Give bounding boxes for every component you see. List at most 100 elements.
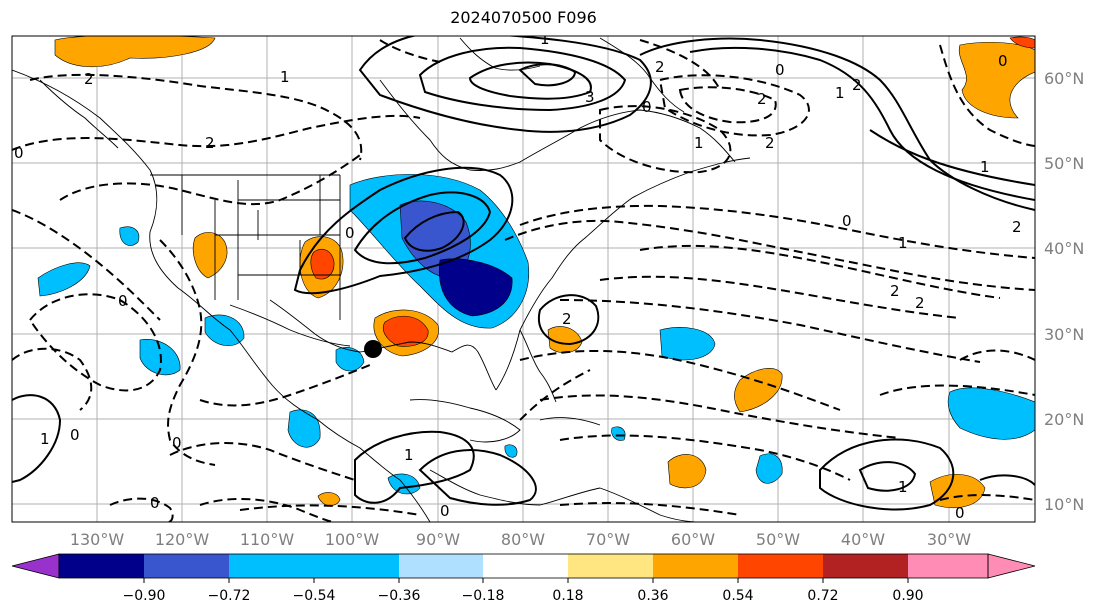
contour-dashed (199, 364, 371, 407)
colorbar-extend-high (987, 553, 1036, 579)
colorbar-segment (144, 554, 229, 578)
contour-solid (293, 166, 514, 295)
lat-label-20n: 20°N (1044, 410, 1084, 429)
contour-dashed (159, 239, 216, 466)
contour-dashed (599, 105, 732, 174)
colorbar-segment (653, 554, 738, 578)
anomaly-negative (204, 314, 245, 346)
contour-label: 0 (642, 98, 652, 116)
contour-solid (689, 46, 1035, 201)
contour-label: 2 (765, 134, 775, 152)
contours (12, 36, 1035, 522)
anomaly-negative (755, 453, 783, 484)
anomaly-negative (287, 409, 321, 448)
contour-dashed (639, 39, 721, 91)
contour-label: 1 (980, 158, 990, 176)
contour-label: 2 (852, 76, 862, 94)
contour-label: 1 (898, 234, 908, 252)
colorbar-tick-label: 0.90 (892, 588, 923, 604)
colorbar-segment (229, 554, 314, 578)
colorbar: −0.90 −0.72 −0.54 −0.36 −0.18 0.18 0.36 … (11, 553, 1036, 604)
contour-label: 0 (775, 61, 785, 79)
contour-solid (353, 191, 492, 265)
contour-solid (869, 129, 1035, 186)
lon-label-130w: 130°W (70, 530, 125, 549)
anomaly-positive (734, 368, 783, 413)
lon-label-40w: 40°W (841, 530, 885, 549)
colorbar-segment (483, 554, 568, 578)
contour-label: 0 (955, 504, 965, 522)
anomaly-negative (611, 426, 626, 441)
contour-label: 1 (898, 478, 908, 496)
contour-label: 0 (440, 502, 450, 520)
contour-dashed (504, 219, 1035, 291)
contour-solid (819, 438, 955, 511)
contour-dashed (199, 498, 336, 522)
contour-dashed (519, 369, 591, 421)
contour-label: 2 (757, 90, 767, 108)
colorbar-segment (399, 554, 483, 578)
contour-solid (468, 61, 592, 100)
contour-label: 2 (655, 58, 665, 76)
contour-dashed (239, 504, 421, 516)
anomaly-negative (504, 444, 518, 458)
contour-solid (537, 294, 600, 346)
colorbar-tick-label: −0.72 (208, 588, 251, 604)
anomaly-positive (317, 492, 341, 506)
contour-label: 2 (1012, 218, 1022, 236)
contour-solid (518, 63, 577, 87)
colorbar-segment (59, 554, 144, 578)
contour-solid (858, 461, 917, 492)
colorbar-segment (738, 554, 823, 578)
colorbar-frame (58, 553, 989, 579)
contour-label: 1 (40, 430, 50, 448)
lat-label-10n: 10°N (1044, 495, 1084, 514)
contour-label: 0 (998, 52, 1008, 70)
contour-label: 2 (915, 294, 925, 312)
anomaly-negative (119, 226, 140, 246)
contour-dashed (12, 209, 161, 321)
contour-label: 1 (404, 446, 414, 464)
contour-dashed (879, 384, 1035, 396)
contour-dashed (939, 494, 1035, 501)
contour-dashed (12, 114, 421, 151)
contour-dashed (519, 204, 1035, 259)
contour-dashed (519, 349, 841, 411)
lat-label-30n: 30°N (1044, 325, 1084, 344)
contour-dashed (658, 74, 810, 137)
contour-label: 0 (70, 426, 80, 444)
colorbar-tick-label: 0.54 (722, 588, 753, 604)
lat-label-40n: 40°N (1044, 239, 1084, 258)
contour-solid (354, 430, 475, 504)
lon-label-70w: 70°W (586, 530, 630, 549)
colorbar-segment (908, 554, 988, 578)
contour-dashed (639, 244, 1001, 299)
contour-label: 2 (84, 70, 94, 88)
anomaly-negative (37, 262, 91, 297)
anomaly-negative (335, 347, 365, 372)
longitude-labels: 130°W 120°W 110°W 100°W 90°W 80°W 70°W 6… (70, 530, 971, 549)
latitude-labels: 60°N 50°N 40°N 30°N 20°N 10°N (1044, 69, 1084, 514)
contour-solid (418, 46, 627, 112)
contour-dashed (28, 293, 162, 392)
map-frame (11, 35, 1036, 523)
contour-dashed (559, 434, 851, 481)
location-marker-dot (364, 340, 382, 358)
contour-dashed (559, 502, 741, 516)
lon-label-100w: 100°W (325, 530, 380, 549)
anomaly-fills (37, 36, 1035, 508)
contour-label: 1 (280, 68, 290, 86)
anomaly-negative (438, 258, 513, 317)
contour-dashed (678, 86, 777, 124)
colorbar-tick-label: −0.36 (378, 588, 421, 604)
anomaly-positive (192, 232, 228, 279)
contour-label: 3 (585, 88, 595, 106)
colorbar-segment (314, 554, 399, 578)
contour-label: 0 (150, 494, 160, 512)
contour-label: 2 (562, 310, 572, 328)
lon-label-80w: 80°W (501, 530, 545, 549)
contour-solid (403, 210, 465, 252)
contour-label: 0 (842, 212, 852, 230)
colorbar-tick-label: −0.90 (123, 588, 166, 604)
